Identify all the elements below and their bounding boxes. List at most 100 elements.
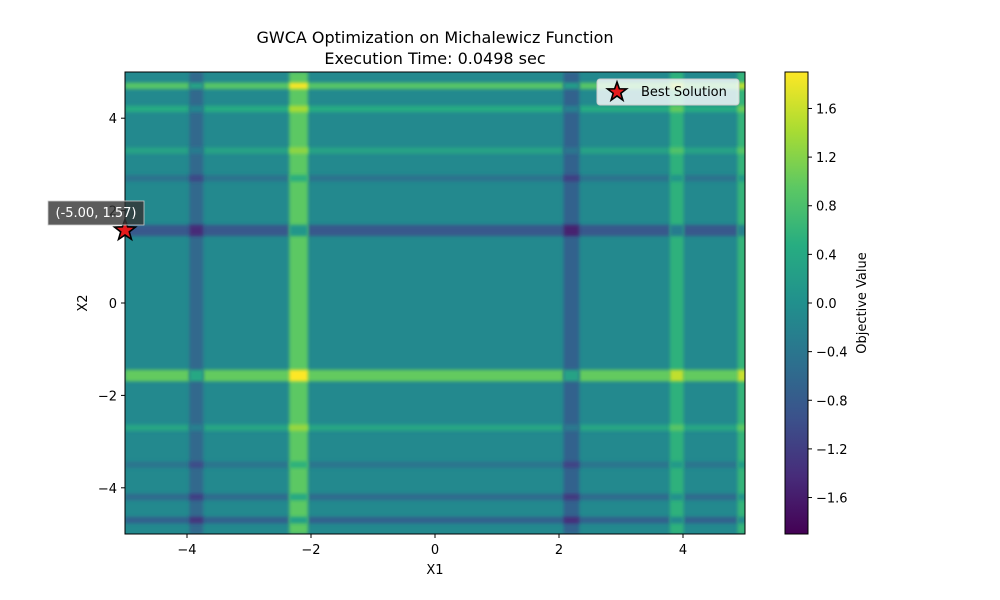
intersection-4-2	[737, 147, 745, 154]
intersection-3-3	[669, 175, 684, 182]
hband-5	[125, 369, 745, 382]
intersection-4-6	[737, 424, 745, 431]
intersection-2-2	[563, 147, 580, 154]
hband-2	[125, 147, 745, 154]
intersection-4-4	[737, 224, 745, 237]
legend: Best Solution	[596, 78, 740, 106]
best-solution-star	[112, 217, 138, 242]
intersection-3-5	[669, 369, 684, 382]
intersection-2-3	[563, 175, 580, 182]
chart-subtitle: Execution Time: 0.0498 sec	[324, 49, 545, 68]
intersection-3-2	[669, 147, 684, 154]
colorbar-gradient	[784, 71, 809, 535]
y-tick-label: −4	[98, 482, 117, 497]
intersection-4-3	[737, 175, 745, 182]
intersection-1-1	[289, 105, 308, 113]
x-tick-label: −4	[177, 543, 196, 558]
intersection-0-8	[189, 493, 204, 501]
intersection-2-9	[563, 516, 580, 524]
colorbar: −1.6 −1.2 −0.8 −0.4 0.0 0.4 0.8 1.2 1.6 Objectiv…	[784, 71, 870, 535]
hband-1	[125, 105, 745, 113]
hband-4	[125, 224, 745, 237]
vband-3	[669, 72, 684, 534]
intersection-4-5	[737, 369, 745, 382]
intersection-0-4	[189, 224, 204, 237]
intersection-4-7	[737, 461, 745, 468]
colorbar-tick-label: −1.6	[816, 492, 848, 507]
colorbar-label: Objective Value	[855, 252, 870, 353]
intersection-1-6	[289, 424, 308, 431]
intersection-0-9	[189, 516, 204, 524]
colorbar-tick-label: −0.4	[816, 346, 848, 361]
vband-0	[189, 72, 204, 534]
intersection-0-6	[189, 424, 204, 431]
intersection-0-0	[189, 82, 204, 90]
intersection-2-1	[563, 105, 580, 113]
hband-9	[125, 516, 745, 524]
intersection-3-6	[669, 424, 684, 431]
intersection-4-1	[737, 105, 745, 113]
colorbar-tick-label: 0.0	[816, 297, 837, 312]
intersection-0-5	[189, 369, 204, 382]
intersection-0-7	[189, 461, 204, 468]
hband-0	[125, 82, 745, 90]
intersection-1-2	[289, 147, 308, 154]
intersection-3-8	[669, 493, 684, 501]
intersection-3-1	[669, 105, 684, 113]
x-axis-label: X1	[426, 563, 443, 578]
chart-title: GWCA Optimization on Michalewicz Functio…	[256, 28, 613, 47]
intersection-2-5	[563, 369, 580, 382]
intersection-2-7	[563, 461, 580, 468]
y-tick-label: −2	[98, 389, 117, 404]
intersection-1-0	[289, 82, 308, 90]
x-axis-ticks: −4 −2 0 2 4	[177, 534, 687, 558]
x-tick-label: 4	[679, 543, 687, 558]
best-solution-group: (-5.00, 1.57)	[47, 200, 145, 242]
legend-label: Best Solution	[641, 85, 727, 100]
intersection-2-0	[563, 82, 580, 90]
vertical-bands	[189, 72, 745, 534]
vband-2	[563, 72, 580, 534]
intersection-2-8	[563, 493, 580, 501]
hband-6	[125, 424, 745, 431]
intersection-0-2	[189, 147, 204, 154]
intersection-1-4	[289, 224, 308, 237]
colorbar-tick-label: −1.2	[816, 443, 848, 458]
intersection-0-1	[189, 105, 204, 113]
intersection-1-5	[289, 369, 308, 382]
hband-7	[125, 461, 745, 468]
colorbar-tick-label: 0.4	[816, 248, 837, 263]
intersection-3-7	[669, 461, 684, 468]
x-tick-label: 0	[431, 543, 439, 558]
vband-1	[289, 72, 308, 534]
x-tick-label: 2	[555, 543, 563, 558]
colorbar-tick-label: 1.2	[816, 151, 837, 166]
best-solution-annotation-box	[47, 200, 145, 226]
intersection-1-8	[289, 493, 308, 501]
intersection-3-9	[669, 516, 684, 524]
y-tick-label: 0	[109, 297, 117, 312]
legend-box	[596, 78, 740, 106]
hband-8	[125, 493, 745, 501]
horizontal-bands	[125, 82, 745, 524]
heatmap	[125, 72, 745, 534]
intersection-3-4	[669, 224, 684, 237]
y-tick-label: 4	[109, 112, 117, 127]
colorbar-tick-label: −0.8	[816, 394, 848, 409]
colorbar-tick-label: 0.8	[816, 200, 837, 215]
intersection-2-6	[563, 424, 580, 431]
intersection-1-3	[289, 175, 308, 182]
band-intersections	[189, 82, 745, 524]
intersection-1-9	[289, 516, 308, 524]
intersection-2-4	[563, 224, 580, 237]
y-axis-label: X2	[76, 294, 91, 311]
intersection-1-7	[289, 461, 308, 468]
hband-3	[125, 175, 745, 182]
intersection-4-8	[737, 493, 745, 501]
x-tick-label: −2	[301, 543, 320, 558]
legend-star-icon	[605, 79, 629, 103]
intersection-4-9	[737, 516, 745, 524]
best-solution-annotation: (-5.00, 1.57)	[56, 206, 137, 221]
